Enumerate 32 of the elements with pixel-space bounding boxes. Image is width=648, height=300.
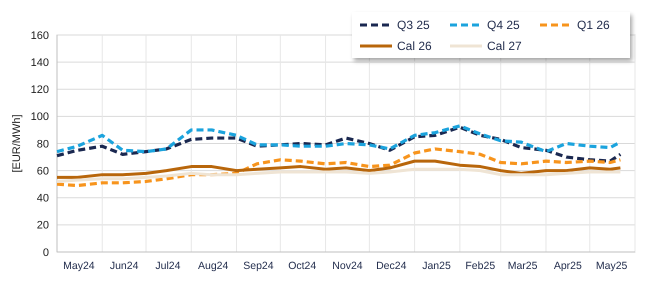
- x-tick-label: Apr25: [554, 260, 582, 272]
- line-series: [56, 168, 622, 183]
- x-tick-label: Sep24: [243, 260, 274, 272]
- y-axis-title: [EUR/MWh]: [11, 114, 23, 173]
- y-tick-label: 80: [36, 138, 49, 150]
- y-tick-label: 40: [36, 192, 49, 205]
- x-tick-label: Mar25: [508, 260, 538, 272]
- x-tick-label: Oct24: [288, 260, 316, 272]
- y-tick-label: 100: [30, 111, 49, 124]
- legend-label: Cal 26: [397, 39, 432, 54]
- x-tick-label: May24: [63, 260, 95, 272]
- x-tick-label: May25: [596, 260, 628, 272]
- legend-label: Cal 27: [487, 39, 522, 54]
- legend-label: Q1 26: [577, 18, 610, 32]
- y-tick-label: 140: [30, 56, 49, 69]
- line-series: [55, 126, 622, 163]
- x-tick-label: Aug24: [198, 260, 229, 272]
- x-tick-label: Dec24: [376, 260, 407, 272]
- y-tick-label: 160: [30, 30, 49, 42]
- y-tick-label: 0: [42, 246, 49, 259]
- x-tick-label: Jul24: [155, 260, 181, 272]
- x-tick-label: Nov24: [332, 260, 363, 272]
- y-tick-label: 120: [30, 84, 49, 96]
- line-series: [56, 160, 622, 179]
- y-tick-label: 60: [36, 165, 49, 178]
- x-tick-label: Jun24: [110, 260, 139, 272]
- legend-label: Q3 25: [397, 18, 430, 32]
- line-series: [55, 147, 622, 188]
- legend-label: Q4 25: [487, 18, 520, 32]
- x-tick-label: Feb25: [465, 260, 496, 272]
- y-tick-label: 20: [36, 220, 49, 232]
- x-tick-label: Jan25: [422, 260, 451, 272]
